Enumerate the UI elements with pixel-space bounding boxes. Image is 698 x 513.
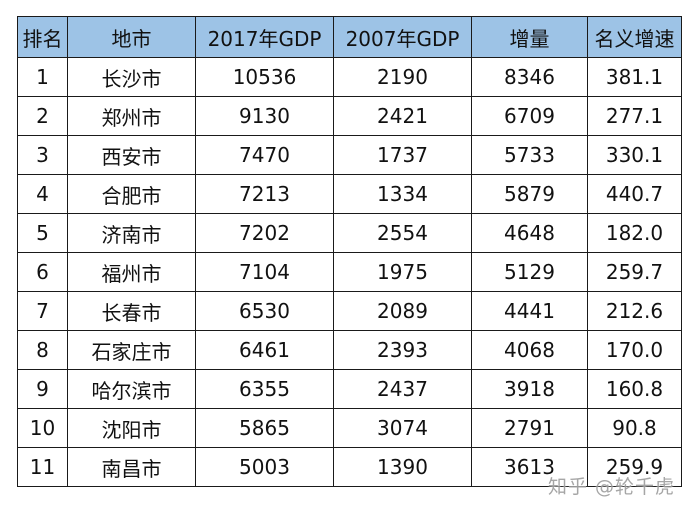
table-header: 排名 地市 2017年GDP 2007年GDP 增量 名义增速 (17, 16, 682, 58)
cell-city: 长沙市 (67, 57, 196, 97)
cell-nominal-growth: 212.6 (587, 291, 682, 331)
table-row: 9 哈尔滨市 6355 2437 3918 160.8 (17, 369, 682, 409)
cell-increase: 3613 (471, 447, 588, 487)
table-row: 10 沈阳市 5865 3074 2791 90.8 (17, 408, 682, 448)
header-rank: 排名 (17, 16, 68, 58)
cell-nominal-growth: 440.7 (587, 174, 682, 214)
cell-city: 石家庄市 (67, 330, 196, 370)
gdp-table: 排名 地市 2017年GDP 2007年GDP 增量 名义增速 1 长沙市 10… (17, 16, 682, 487)
table-row: 2 郑州市 9130 2421 6709 277.1 (17, 96, 682, 136)
cell-gdp-2017: 7202 (195, 213, 334, 253)
cell-nominal-growth: 90.8 (587, 408, 682, 448)
cell-increase: 6709 (471, 96, 588, 136)
cell-nominal-growth: 381.1 (587, 57, 682, 97)
cell-rank: 5 (17, 213, 68, 253)
cell-nominal-growth: 160.8 (587, 369, 682, 409)
header-gdp-2007: 2007年GDP (333, 16, 472, 58)
cell-gdp-2017: 7213 (195, 174, 334, 214)
cell-gdp-2007: 1975 (333, 252, 472, 292)
cell-gdp-2017: 9130 (195, 96, 334, 136)
cell-gdp-2017: 7104 (195, 252, 334, 292)
header-nominal-growth: 名义增速 (587, 16, 682, 58)
cell-rank: 9 (17, 369, 68, 409)
cell-increase: 5733 (471, 135, 588, 175)
cell-nominal-growth: 277.1 (587, 96, 682, 136)
header-gdp-2017: 2017年GDP (195, 16, 334, 58)
cell-increase: 4068 (471, 330, 588, 370)
cell-gdp-2007: 2437 (333, 369, 472, 409)
cell-gdp-2017: 5003 (195, 447, 334, 487)
cell-rank: 4 (17, 174, 68, 214)
table-row: 11 南昌市 5003 1390 3613 259.9 (17, 447, 682, 487)
cell-city: 哈尔滨市 (67, 369, 196, 409)
cell-rank: 6 (17, 252, 68, 292)
cell-gdp-2017: 6355 (195, 369, 334, 409)
cell-city: 济南市 (67, 213, 196, 253)
cell-increase: 5129 (471, 252, 588, 292)
table-row: 1 长沙市 10536 2190 8346 381.1 (17, 57, 682, 97)
table-row: 6 福州市 7104 1975 5129 259.7 (17, 252, 682, 292)
cell-gdp-2007: 2393 (333, 330, 472, 370)
cell-rank: 1 (17, 57, 68, 97)
cell-gdp-2007: 1390 (333, 447, 472, 487)
cell-increase: 8346 (471, 57, 588, 97)
cell-gdp-2017: 5865 (195, 408, 334, 448)
cell-gdp-2007: 1334 (333, 174, 472, 214)
cell-city: 郑州市 (67, 96, 196, 136)
header-city: 地市 (67, 16, 196, 58)
cell-nominal-growth: 182.0 (587, 213, 682, 253)
cell-rank: 11 (17, 447, 68, 487)
cell-increase: 2791 (471, 408, 588, 448)
cell-nominal-growth: 259.9 (587, 447, 682, 487)
cell-gdp-2007: 2554 (333, 213, 472, 253)
cell-nominal-growth: 259.7 (587, 252, 682, 292)
cell-rank: 7 (17, 291, 68, 331)
cell-city: 南昌市 (67, 447, 196, 487)
cell-rank: 10 (17, 408, 68, 448)
table-row: 5 济南市 7202 2554 4648 182.0 (17, 213, 682, 253)
cell-gdp-2007: 1737 (333, 135, 472, 175)
table-row: 4 合肥市 7213 1334 5879 440.7 (17, 174, 682, 214)
cell-rank: 8 (17, 330, 68, 370)
cell-city: 长春市 (67, 291, 196, 331)
cell-nominal-growth: 330.1 (587, 135, 682, 175)
cell-city: 合肥市 (67, 174, 196, 214)
cell-increase: 4648 (471, 213, 588, 253)
cell-nominal-growth: 170.0 (587, 330, 682, 370)
cell-gdp-2007: 3074 (333, 408, 472, 448)
cell-gdp-2017: 6530 (195, 291, 334, 331)
header-increase: 增量 (471, 16, 588, 58)
table-row: 3 西安市 7470 1737 5733 330.1 (17, 135, 682, 175)
cell-gdp-2007: 2089 (333, 291, 472, 331)
cell-gdp-2007: 2421 (333, 96, 472, 136)
cell-increase: 4441 (471, 291, 588, 331)
cell-gdp-2017: 7470 (195, 135, 334, 175)
cell-rank: 2 (17, 96, 68, 136)
cell-rank: 3 (17, 135, 68, 175)
cell-city: 西安市 (67, 135, 196, 175)
cell-gdp-2007: 2190 (333, 57, 472, 97)
cell-increase: 3918 (471, 369, 588, 409)
cell-gdp-2017: 6461 (195, 330, 334, 370)
cell-increase: 5879 (471, 174, 588, 214)
header-row: 排名 地市 2017年GDP 2007年GDP 增量 名义增速 (17, 16, 682, 58)
cell-gdp-2017: 10536 (195, 57, 334, 97)
cell-city: 沈阳市 (67, 408, 196, 448)
cell-city: 福州市 (67, 252, 196, 292)
table-body: 1 长沙市 10536 2190 8346 381.1 2 郑州市 9130 2… (17, 57, 682, 487)
table-row: 8 石家庄市 6461 2393 4068 170.0 (17, 330, 682, 370)
table-row: 7 长春市 6530 2089 4441 212.6 (17, 291, 682, 331)
